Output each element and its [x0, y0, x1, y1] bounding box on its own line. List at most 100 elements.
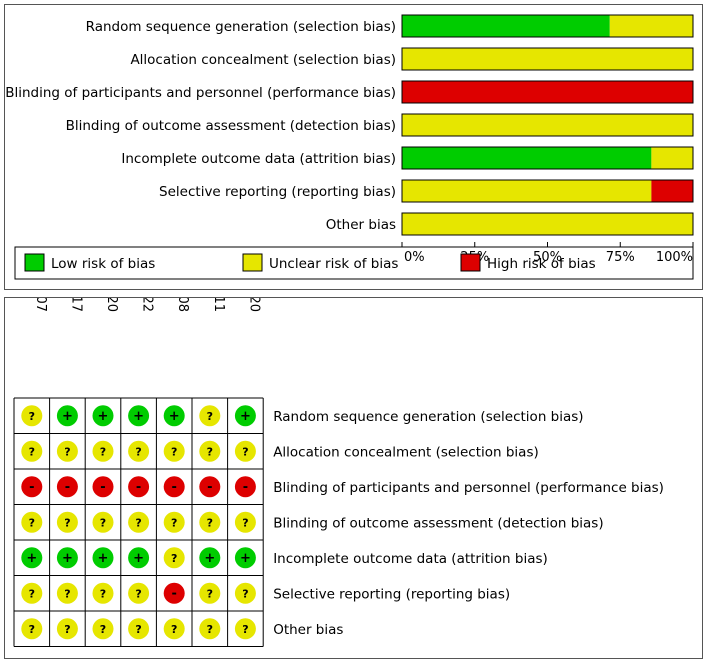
rating-symbol: ? [29, 587, 35, 600]
rating-symbol: + [133, 551, 144, 566]
study-label: Zhao, 2007 [33, 298, 48, 312]
rating-circle [163, 547, 185, 569]
rating-circle [128, 405, 150, 427]
rating-symbol: - [243, 480, 248, 495]
legend-swatch [24, 253, 45, 272]
rating-circle [56, 440, 78, 462]
rating-symbol: - [29, 480, 34, 495]
legend-label: High risk of bias [487, 256, 596, 272]
rating-symbol: ? [207, 410, 213, 423]
rating-circle [199, 511, 221, 533]
rating-symbol: ? [135, 445, 141, 458]
rating-symbol: ? [171, 623, 177, 636]
rating-symbol: ? [207, 587, 213, 600]
rating-symbol: + [98, 551, 109, 566]
rating-symbol: ? [242, 516, 248, 529]
study-label: Yu, 2017 [68, 298, 83, 312]
rating-symbol: ? [100, 445, 106, 458]
rating-symbol: + [98, 409, 109, 424]
study-label: Qin, 2008 [175, 298, 190, 312]
rating-symbol: - [100, 480, 105, 495]
rating-symbol: ? [29, 445, 35, 458]
legend-label: Unclear risk of bias [269, 256, 398, 272]
rating-symbol: + [240, 409, 251, 424]
category-label: Selective reporting (reporting bias) [159, 184, 396, 200]
rating-circle [163, 582, 185, 604]
rating-circle [199, 547, 221, 569]
bar-outline [401, 212, 694, 236]
bar-segment [402, 180, 652, 202]
rating-symbol: ? [171, 445, 177, 458]
rating-symbol: ? [242, 587, 248, 600]
rating-symbol: ? [64, 445, 70, 458]
rating-circle [163, 440, 185, 462]
category-label: Incomplete outcome data (attrition bias) [121, 151, 396, 167]
bar-outline [401, 80, 694, 104]
rating-circle [128, 618, 150, 640]
legend-box [14, 246, 694, 280]
rating-circle [199, 440, 221, 462]
rating-symbol: + [240, 551, 251, 566]
category-label: Allocation concealment (selection bias) [130, 52, 396, 68]
domain-label: Random sequence generation (selection bi… [273, 409, 583, 425]
bar-segment [402, 48, 693, 70]
rating-symbol: ? [171, 516, 177, 529]
legend-swatch [460, 253, 481, 272]
rating-symbol: ? [100, 623, 106, 636]
rating-circle [21, 618, 43, 640]
rating-circle [163, 476, 185, 498]
rating-circle [234, 511, 256, 533]
rating-circle [56, 618, 78, 640]
study-label: Xiao, 2020 [104, 298, 119, 312]
rating-circle [92, 547, 114, 569]
rating-circle [21, 582, 43, 604]
rating-circle [92, 582, 114, 604]
rating-symbol: ? [64, 516, 70, 529]
rating-circle [92, 476, 114, 498]
rating-circle [92, 440, 114, 462]
category-label: Random sequence generation (selection bi… [86, 19, 396, 35]
rating-circle [234, 476, 256, 498]
rating-symbol: ? [64, 623, 70, 636]
rating-symbol: ? [29, 410, 35, 423]
rating-symbol: - [207, 480, 212, 495]
x-tick-label: 100% [656, 250, 693, 265]
rating-symbol: + [133, 409, 144, 424]
rating-circle [21, 405, 43, 427]
rating-circle [92, 511, 114, 533]
rating-symbol: ? [242, 623, 248, 636]
rating-circle [199, 582, 221, 604]
rating-circle [56, 405, 78, 427]
study-label: Wang, 2022 [140, 298, 155, 312]
x-tick-label: 75% [606, 250, 635, 265]
bar-segment [402, 114, 693, 136]
rating-symbol: + [169, 409, 180, 424]
rating-circle [56, 511, 78, 533]
domain-label: Blinding of outcome assessment (detectio… [273, 515, 603, 531]
bar-outline [401, 14, 694, 38]
rating-circle [21, 476, 43, 498]
rating-circle [163, 618, 185, 640]
rating-circle [234, 405, 256, 427]
rating-symbol: ? [100, 516, 106, 529]
bar-segment [402, 15, 610, 37]
rating-symbol: ? [100, 587, 106, 600]
rating-symbol: ? [29, 516, 35, 529]
bar-outline [401, 179, 694, 203]
bar-outline [401, 146, 694, 170]
rating-symbol: + [62, 551, 73, 566]
rating-circle [234, 618, 256, 640]
rating-circle [56, 476, 78, 498]
bar-segment [651, 147, 693, 169]
rating-circle [92, 405, 114, 427]
rating-symbol: ? [242, 445, 248, 458]
rating-circle [21, 547, 43, 569]
rating-symbol: + [204, 551, 215, 566]
bar-outline [401, 113, 694, 137]
rating-symbol: - [65, 480, 70, 495]
bar-segment [651, 180, 693, 202]
rating-circle [163, 511, 185, 533]
legend-label: Low risk of bias [51, 256, 155, 272]
rating-symbol: + [62, 409, 73, 424]
bar-segment [609, 15, 693, 37]
